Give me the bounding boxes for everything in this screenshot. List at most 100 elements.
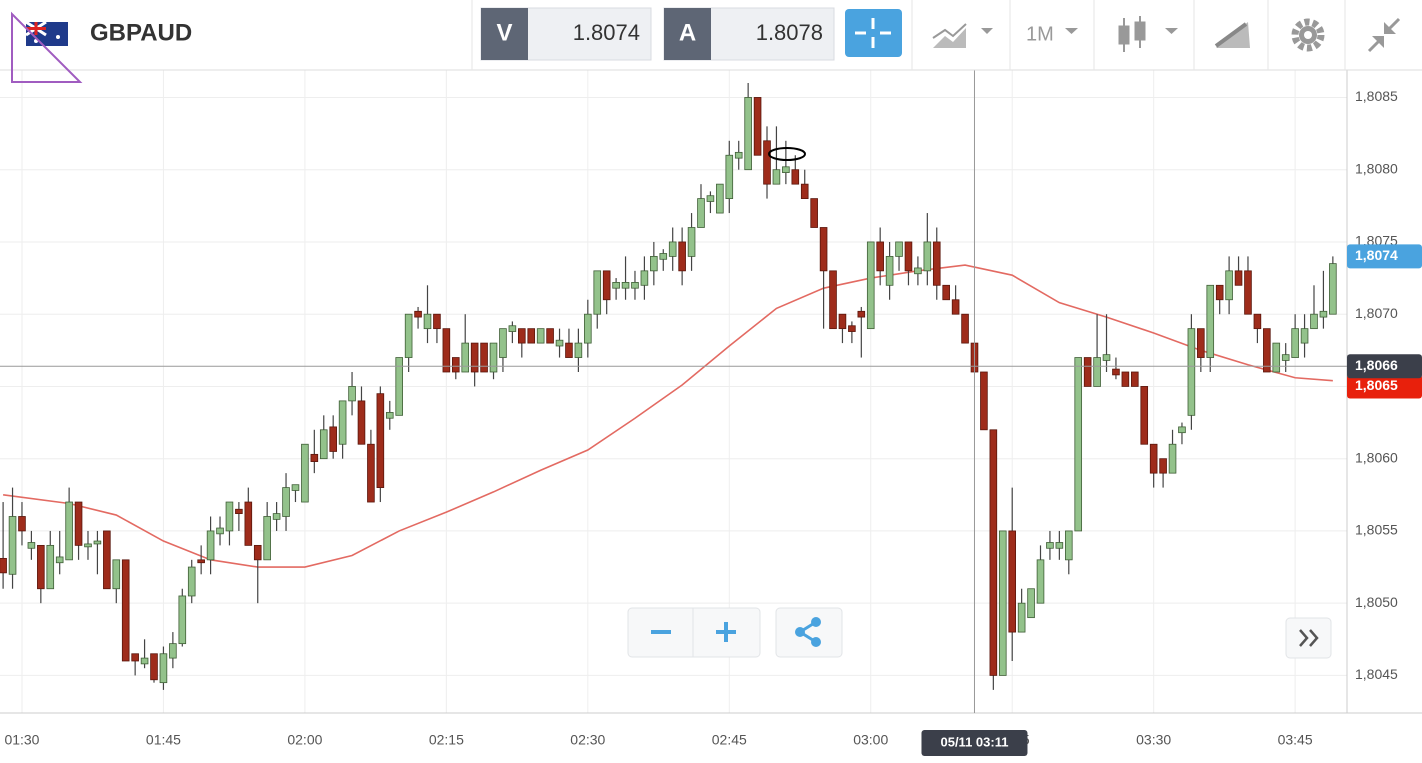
x-tick-label: 03:45 (1278, 732, 1313, 748)
candle-body (508, 325, 517, 332)
ask-label: A (679, 19, 696, 46)
candle-body (433, 313, 441, 330)
candle-body (1197, 328, 1205, 358)
candle-body (131, 653, 139, 662)
x-tick-label: 02:30 (570, 732, 605, 748)
candle-body (1027, 588, 1035, 619)
x-tick-label: 02:00 (287, 732, 322, 748)
y-tick-label: 1,8060 (1355, 449, 1398, 465)
candle-body (112, 559, 121, 590)
drawing-triangle (11, 11, 83, 83)
candle-body (301, 443, 309, 503)
settings-button[interactable] (1291, 18, 1325, 52)
candle-body (923, 241, 932, 272)
candle-body (367, 443, 375, 503)
candle-body (612, 282, 620, 289)
symbol: GBPAUD (90, 19, 192, 46)
candle-body (121, 559, 130, 662)
candle-body (565, 342, 573, 358)
candle-body (1319, 310, 1328, 318)
candle-body (216, 527, 224, 535)
crosshair-button[interactable] (845, 9, 902, 57)
candle-body (725, 154, 734, 199)
candle-body (206, 530, 215, 561)
candle-body (640, 270, 649, 286)
candle-body (470, 342, 479, 373)
candle-body (914, 267, 922, 275)
candle-body (1046, 542, 1054, 549)
candle-body (866, 241, 875, 330)
timeframe-button[interactable]: 1M (1026, 23, 1078, 45)
candle-body (1253, 313, 1262, 330)
candle-body (1234, 270, 1243, 286)
x-tick-label: 02:15 (429, 732, 464, 748)
candle-body (895, 241, 903, 257)
candle-body (555, 339, 564, 347)
ask-price: 1.8078 (756, 20, 823, 45)
candle-body (772, 169, 781, 185)
candle-body (1008, 530, 1017, 633)
candle-body (461, 342, 470, 373)
candle-body (857, 310, 866, 318)
candle-body (169, 643, 177, 659)
candle-body (499, 328, 507, 358)
candle-body (819, 227, 828, 272)
candle-body (329, 426, 337, 452)
x-tick-label: 01:45 (146, 732, 181, 748)
candle-body (1300, 328, 1309, 344)
candle-body (159, 653, 168, 684)
candle-body (197, 559, 205, 564)
candle-body (782, 166, 790, 173)
collapse-button[interactable] (1367, 17, 1401, 53)
zoom-in-button[interactable] (716, 622, 736, 642)
candle-body (225, 501, 234, 532)
candle-body (1281, 354, 1290, 361)
candle-body (1329, 263, 1337, 315)
x-tick-label: 02:45 (712, 732, 747, 748)
candle-body (385, 412, 394, 419)
scroll-end-button[interactable] (1285, 617, 1332, 659)
candle-body (414, 310, 422, 318)
candle-body (1112, 368, 1120, 376)
plot-area (0, 70, 1422, 714)
chart-type-button[interactable] (1118, 16, 1178, 52)
candle-body (178, 595, 187, 645)
candle-body (1149, 443, 1158, 474)
candle-body (574, 342, 583, 358)
candle-body (668, 241, 677, 257)
candle-body (187, 566, 196, 597)
bid-label-box (481, 8, 528, 60)
candle-body (1263, 328, 1271, 373)
candle-body (235, 508, 243, 514)
price-label-box (1347, 374, 1422, 399)
candle-body (404, 313, 413, 358)
candle-body (621, 282, 630, 289)
candle-body (584, 313, 592, 344)
candle-body (1291, 328, 1299, 358)
indicator-button[interactable] (932, 23, 993, 48)
crosshair-time-box (921, 730, 1028, 756)
y-tick-label: 1,8055 (1355, 522, 1398, 538)
share-button[interactable] (775, 607, 843, 658)
candle-body (602, 270, 611, 301)
candle-body (1225, 270, 1233, 301)
zoom-controls (627, 607, 761, 658)
candle-body (18, 516, 26, 532)
candle-body (904, 241, 913, 272)
candle-body (357, 400, 366, 445)
candle-body (1244, 270, 1252, 315)
candle-body (659, 253, 668, 260)
crosshair-price-box (1347, 354, 1422, 379)
candle-body (678, 241, 686, 272)
candle-body (546, 328, 554, 344)
candle-body (697, 198, 705, 228)
price-label-box (1347, 244, 1422, 269)
y-tick-label: 1,8070 (1355, 305, 1398, 321)
moving-average-line (3, 264, 1333, 568)
drawing-button[interactable] (1214, 22, 1250, 48)
candle-body (989, 429, 998, 676)
candle-body (8, 516, 17, 575)
candle-body (848, 325, 856, 332)
